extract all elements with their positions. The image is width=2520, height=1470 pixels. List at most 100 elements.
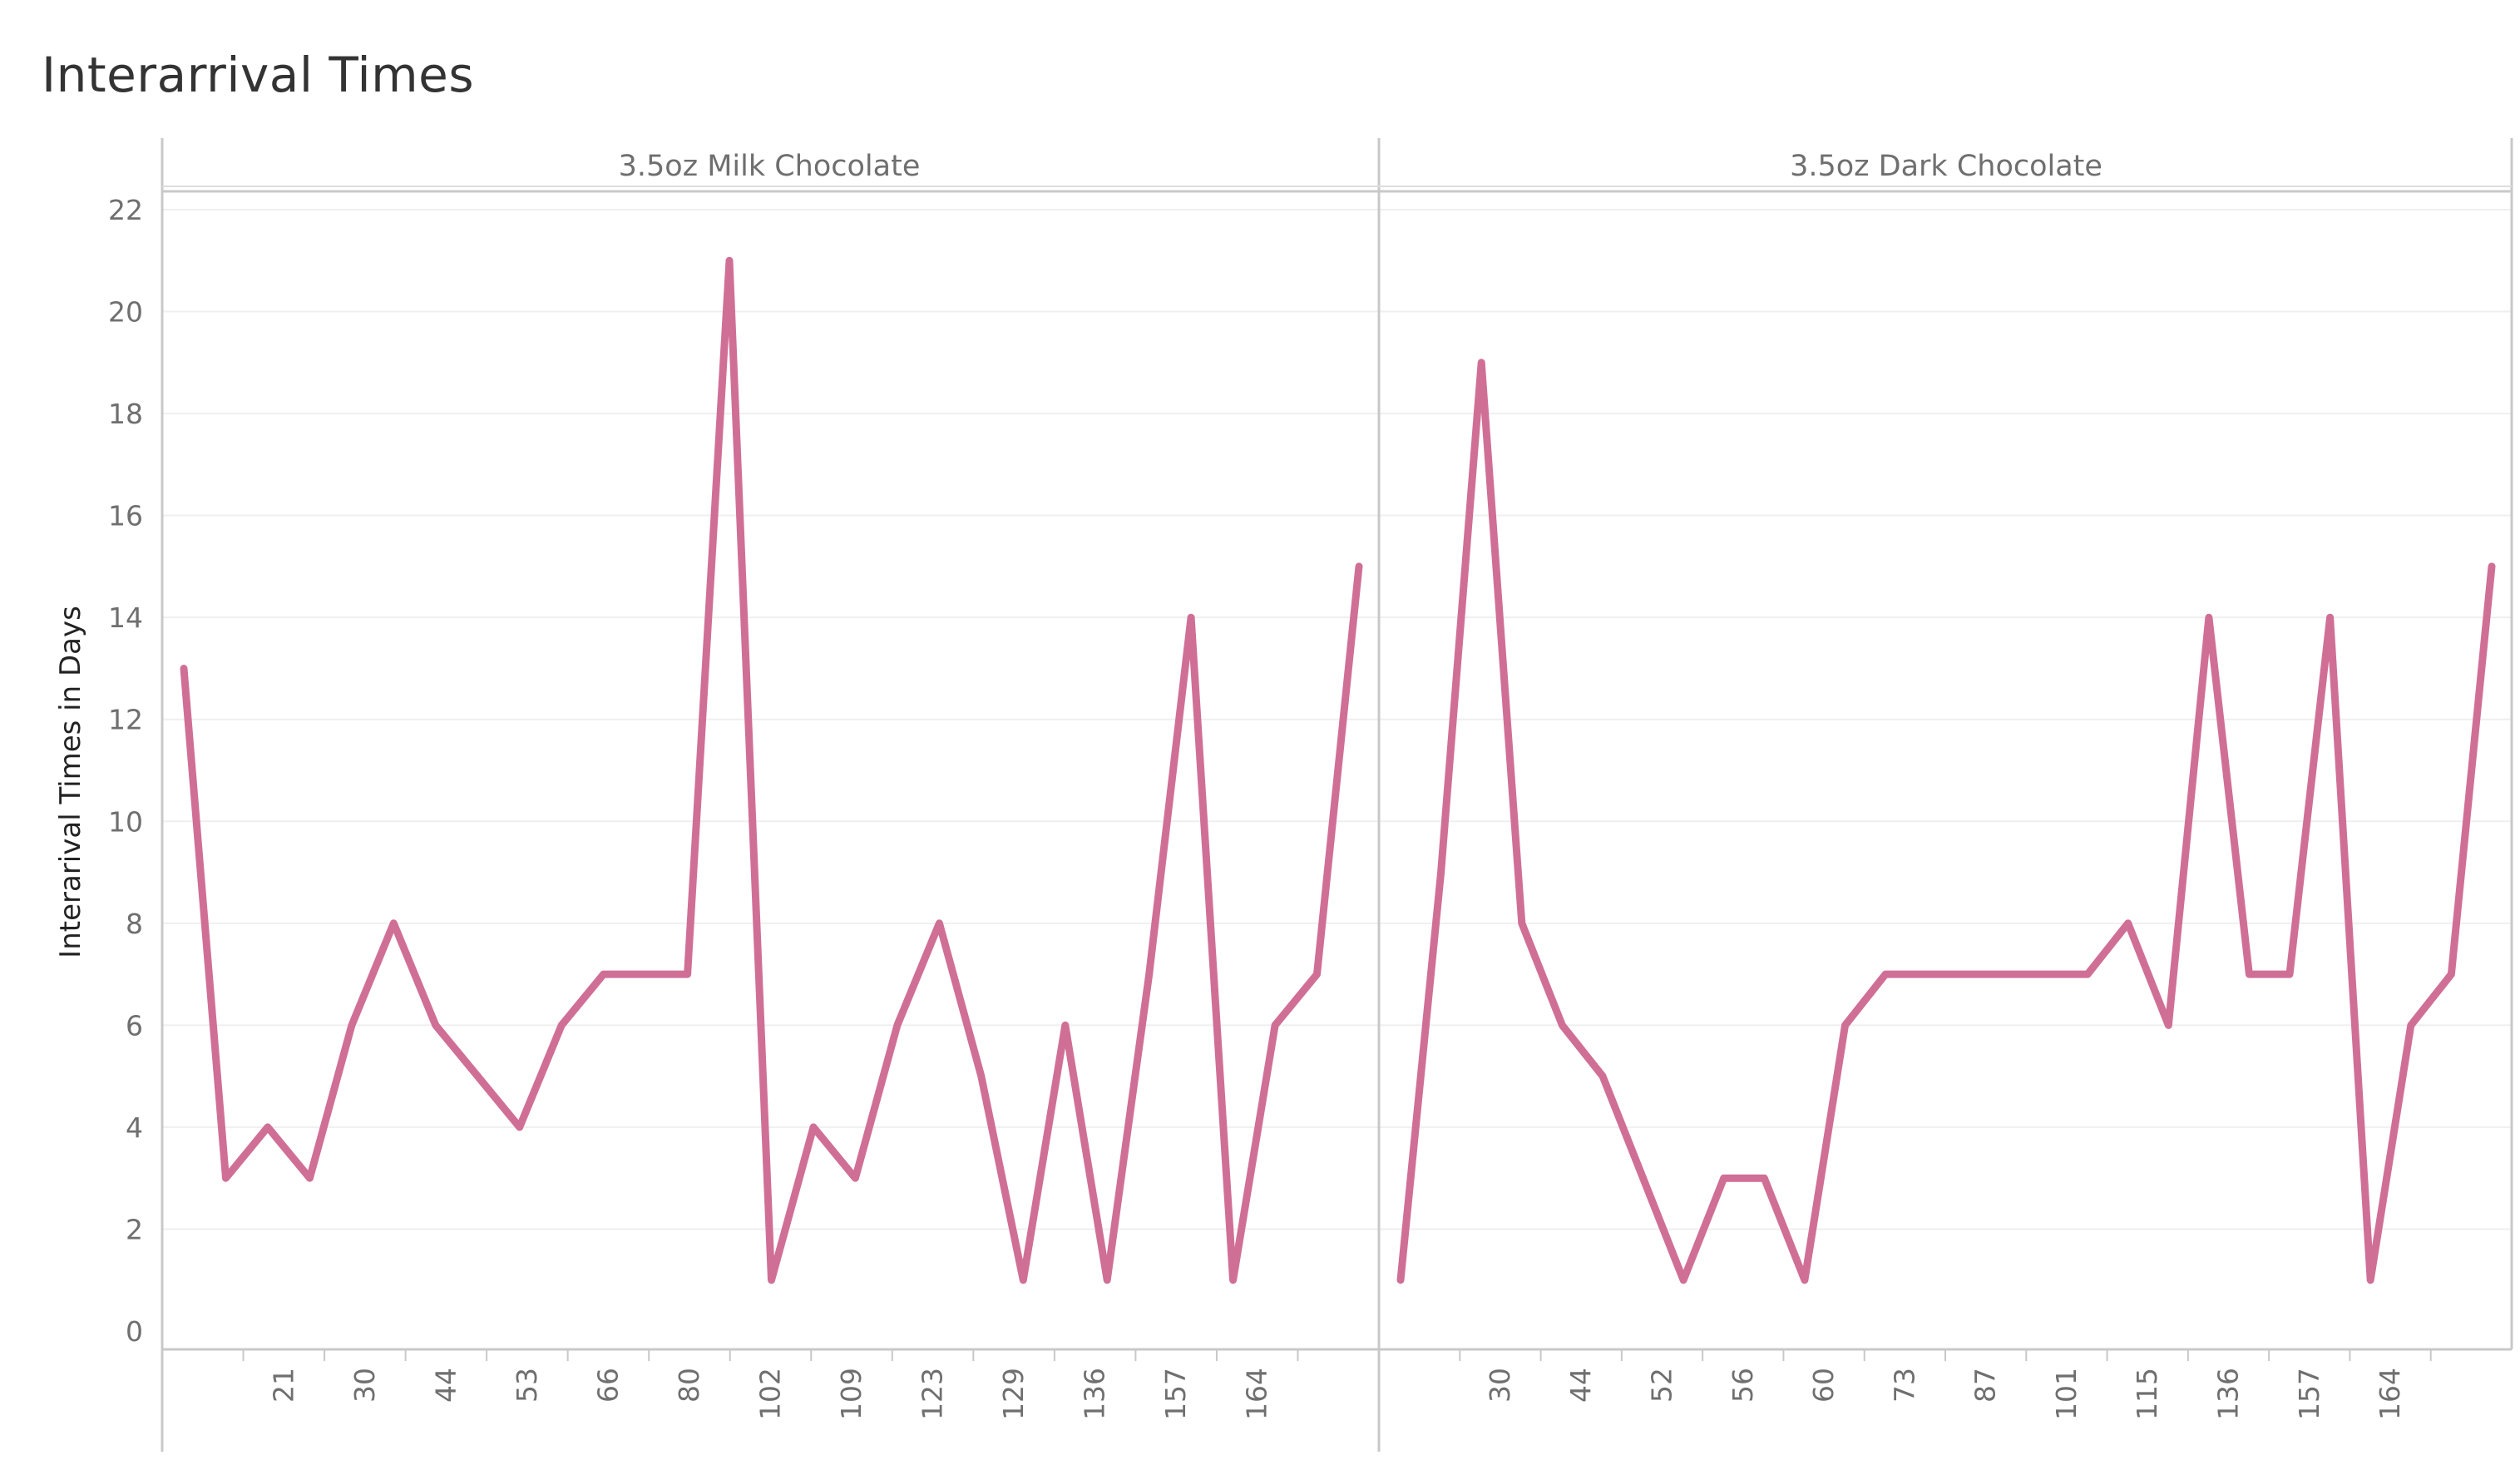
data-point — [351, 1024, 353, 1026]
y-tick-label: 4 — [126, 1111, 143, 1144]
x-tick-label: 102 — [754, 1368, 787, 1420]
data-point — [1358, 566, 1360, 567]
x-tick-label: 115 — [2131, 1368, 2163, 1420]
data-point — [771, 1279, 773, 1281]
data-point — [2289, 973, 2290, 975]
data-point — [1149, 973, 1150, 975]
x-tick-label: 157 — [2293, 1368, 2325, 1420]
data-point — [2167, 1024, 2169, 1026]
y-axis: 0 2 4 6 8 10 12 14 16 18 20 22 — [108, 194, 143, 1348]
data-point — [2127, 923, 2129, 924]
x-tick-label: 44 — [1564, 1368, 1597, 1403]
x-tick-label: 136 — [1079, 1368, 1111, 1420]
data-point — [981, 1076, 982, 1077]
data-point — [897, 1024, 898, 1026]
x-tick-label: 157 — [1159, 1368, 1192, 1420]
page-title: Interarrival Times — [42, 47, 475, 103]
data-point — [561, 1024, 562, 1026]
data-point — [2208, 616, 2210, 618]
data-point — [477, 1076, 478, 1077]
x-tick-label: 73 — [1888, 1368, 1920, 1403]
data-point — [1885, 973, 1886, 975]
x-tick-label: 30 — [348, 1368, 381, 1403]
x-tick-label: 52 — [1646, 1368, 1678, 1403]
x-tick-label: 164 — [1241, 1368, 1273, 1420]
x-tick-label: 80 — [673, 1368, 705, 1403]
data-point — [435, 1024, 437, 1026]
data-point — [519, 1126, 521, 1128]
data-point — [1480, 362, 1482, 364]
data-point — [1561, 1024, 1563, 1026]
data-point — [854, 1177, 856, 1179]
data-point — [687, 973, 689, 975]
data-point — [1845, 1024, 1846, 1026]
data-point — [1106, 1279, 1108, 1281]
y-tick-label: 22 — [108, 194, 143, 226]
data-point — [1643, 1177, 1644, 1179]
x-tick-label: 136 — [2212, 1368, 2245, 1420]
data-point — [1440, 872, 1442, 874]
data-point — [1804, 1279, 1806, 1281]
y-tick-label: 20 — [108, 296, 143, 329]
data-point — [1925, 973, 1927, 975]
data-point — [2330, 616, 2331, 618]
x-tick-label: 164 — [2374, 1368, 2406, 1420]
data-point — [1022, 1279, 1024, 1281]
data-point — [603, 973, 605, 975]
data-point — [267, 1126, 269, 1128]
x-tick-label: 87 — [1969, 1368, 2002, 1403]
data-point — [2410, 1024, 2412, 1026]
panel-title: 3.5oz Dark Chocolate — [1790, 150, 2102, 183]
y-tick-label: 12 — [108, 704, 143, 736]
panel-dark-chocolate: 3.5oz Dark Chocolate 30 44 52 56 60 73 87 101 11… — [1396, 150, 2496, 1420]
panel-title: 3.5oz Milk Chocolate — [619, 150, 921, 183]
data-point — [1763, 1177, 1765, 1179]
y-tick-label: 0 — [126, 1315, 143, 1348]
data-point — [1965, 973, 1967, 975]
x-tick-label: 30 — [1484, 1368, 1516, 1403]
data-point — [729, 260, 730, 261]
data-point — [1274, 1024, 1276, 1026]
x-tick-label: 129 — [997, 1368, 1030, 1420]
y-tick-label: 2 — [126, 1213, 143, 1245]
data-point — [1065, 1024, 1066, 1026]
data-point — [1602, 1076, 1603, 1077]
data-point — [309, 1177, 310, 1179]
y-tick-label: 10 — [108, 805, 143, 838]
series-line — [180, 256, 1363, 1284]
data-point — [1233, 1279, 1234, 1281]
y-tick-label: 18 — [108, 398, 143, 430]
x-tick-label: 109 — [835, 1368, 867, 1420]
data-point — [2491, 566, 2493, 567]
data-point — [2369, 1279, 2371, 1281]
data-point — [2046, 973, 2048, 975]
y-tick-label: 8 — [126, 908, 143, 940]
x-tick-label: 60 — [1807, 1368, 1840, 1403]
data-point — [225, 1177, 226, 1179]
y-axis-title: Interarival Times in Days — [54, 606, 87, 958]
y-tick-label: 16 — [108, 500, 143, 532]
data-point — [938, 923, 940, 924]
y-tick-label: 6 — [126, 1009, 143, 1042]
data-point — [645, 973, 646, 975]
data-point — [2450, 973, 2452, 975]
x-tick-label: 53 — [511, 1368, 543, 1403]
data-point — [183, 667, 185, 669]
data-point — [1521, 923, 1523, 924]
series-line — [1396, 359, 2496, 1284]
y-tick-label: 14 — [108, 601, 143, 634]
x-tick-label: 44 — [429, 1368, 462, 1403]
x-tick-label: 21 — [267, 1368, 299, 1403]
data-point — [2248, 973, 2250, 975]
data-point — [1682, 1279, 1684, 1281]
x-tick-label: 56 — [1727, 1368, 1759, 1403]
data-point — [393, 923, 394, 924]
x-tick-label: 66 — [591, 1368, 624, 1403]
x-tick-label: 123 — [917, 1368, 949, 1420]
x-tick-label: 101 — [2050, 1368, 2083, 1420]
data-point — [1317, 973, 1318, 975]
data-point — [2087, 973, 2088, 975]
gridlines — [162, 209, 2512, 1230]
data-point — [813, 1126, 814, 1128]
